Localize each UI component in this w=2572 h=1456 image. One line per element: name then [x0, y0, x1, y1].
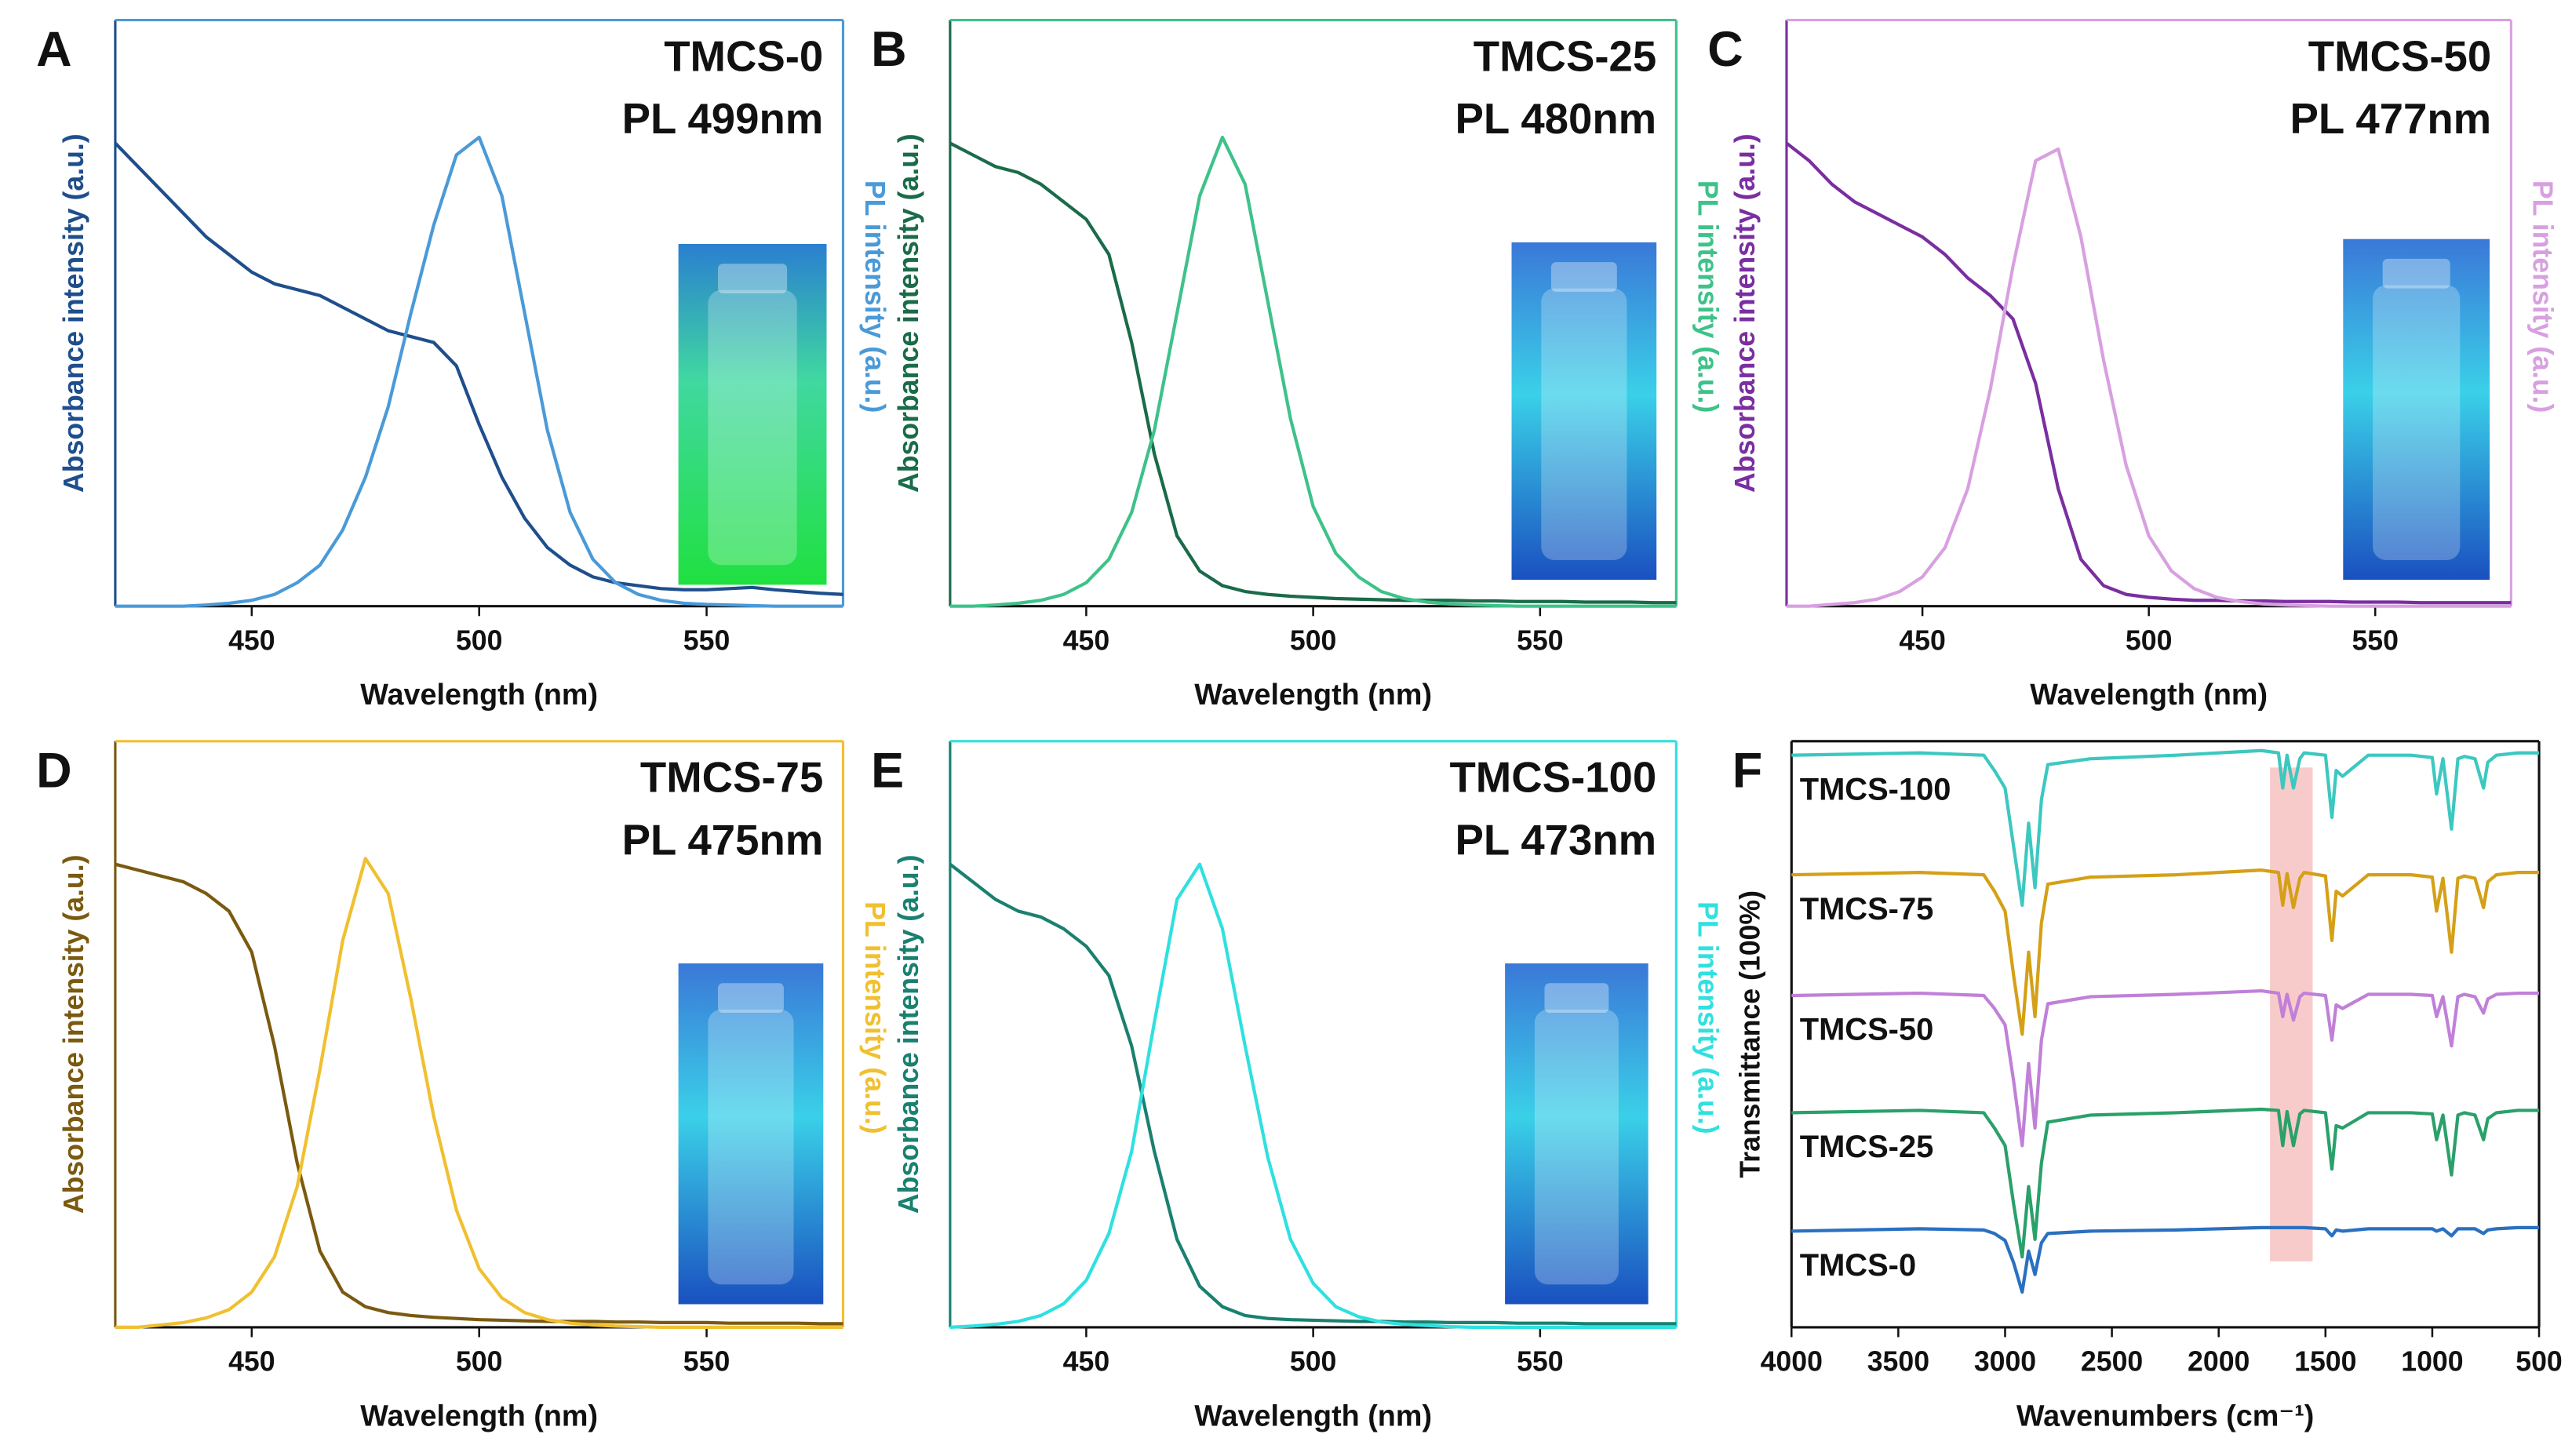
series-line: [1791, 748, 2540, 908]
x-tick-label: 450: [228, 624, 275, 656]
panel-title: TMCS-0: [664, 32, 823, 80]
series-label: TMCS-50: [1800, 1013, 1934, 1047]
series-label: TMCS-0: [1800, 1248, 1916, 1283]
x-tick-label: 450: [1899, 624, 1945, 656]
x-tick-label: 450: [1063, 624, 1110, 656]
panel-title: TMCS-75: [640, 754, 823, 802]
panel-letter: C: [1707, 22, 1743, 77]
x-axis-title: Wavenumbers (cm⁻¹): [2016, 1400, 2314, 1432]
series-line: [1791, 1225, 2540, 1294]
x-axis-title: Wavelength (nm): [1194, 679, 1432, 712]
panel: 4000 3500 3000 2500 2000 1500 1000 500 F Wavenumb…: [1732, 740, 2563, 1432]
vial: [708, 289, 797, 566]
panel-title: TMCS-50: [2308, 32, 2491, 80]
x-tick-label: 1500: [2294, 1345, 2356, 1377]
series-label: TMCS-25: [1800, 1130, 1934, 1164]
series-line: [949, 863, 1677, 1326]
x-tick-label: 450: [1063, 1345, 1110, 1377]
panel-subtitle: PL 473nm: [1455, 816, 1656, 864]
x-tick-label: 500: [1290, 1345, 1337, 1377]
panel: 450 500 550 E TMCS-100 PL 473nm Wavelength (nm…: [871, 740, 1724, 1432]
x-axis-title: Wavelength (nm): [2030, 679, 2268, 712]
series-line: [115, 135, 843, 608]
y-axis-title: Absorbance intensity (a.u.): [893, 133, 924, 493]
panel: 450 500 550 C TMCS-50 PL 477nm Wavelength (nm)…: [1707, 19, 2559, 712]
y-axis-title: Absorbance intensity (a.u.): [58, 855, 89, 1214]
series-line: [114, 142, 843, 596]
x-tick-label: 2000: [2188, 1345, 2250, 1377]
x-tick-label: 550: [2352, 624, 2399, 656]
series-line: [115, 857, 843, 1329]
vial-cap: [717, 264, 788, 293]
panel-subtitle: PL 499nm: [622, 95, 824, 143]
x-tick-label: 550: [1517, 1345, 1564, 1377]
vial: [708, 1009, 794, 1285]
y-axis-title: Absorbance intensity (a.u.): [1729, 133, 1761, 493]
series-line: [1791, 868, 2540, 1036]
vial-photo: [678, 244, 827, 585]
y-axis-title: Absorbance intensity (a.u.): [58, 133, 89, 493]
vial-cap: [2382, 258, 2450, 289]
series-line: [115, 862, 843, 1326]
panel: 450 500 550 A TMCS-0 PL 499nm Wavelength (nm) A…: [36, 19, 891, 712]
series-line: [1785, 141, 2512, 605]
panel-letter: F: [1732, 743, 1762, 798]
series-line: [1791, 988, 2540, 1148]
series-line: [949, 862, 1677, 1329]
x-axis-title: Wavelength (nm): [360, 679, 598, 712]
panel-title: TMCS-100: [1449, 754, 1656, 802]
x-tick-label: 500: [456, 624, 503, 656]
vial-photo: [1505, 963, 1648, 1305]
y2-axis-title: PL intensity (a.u.): [1692, 180, 1724, 413]
y-axis-title: Transmittance (100%): [1734, 890, 1765, 1178]
panel: 450 500 550 B TMCS-25 PL 480nm Wavelength (nm)…: [871, 19, 1724, 712]
series-line: [949, 135, 1677, 608]
vial-photo: [2343, 238, 2490, 581]
panel-letter: E: [871, 743, 904, 798]
y2-axis-title: PL intensity (a.u.): [859, 180, 891, 413]
vial: [1541, 288, 1627, 560]
y2-axis-title: PL intensity (a.u.): [1692, 901, 1724, 1134]
vial-photo: [678, 963, 824, 1305]
series-line: [1786, 147, 2512, 608]
x-tick-label: 500: [1290, 624, 1337, 656]
panel-letter: D: [36, 743, 71, 798]
panel-subtitle: PL 480nm: [1455, 95, 1656, 143]
vial: [1534, 1009, 1619, 1285]
x-axis-title: Wavelength (nm): [360, 1400, 598, 1432]
series-line: [1791, 1107, 2540, 1259]
vial-cap: [717, 983, 784, 1014]
x-tick-label: 550: [683, 1345, 730, 1377]
x-tick-label: 550: [683, 624, 730, 656]
vial-cap: [1550, 262, 1617, 292]
panel-letter: A: [36, 22, 71, 77]
series-label: TMCS-100: [1800, 772, 1951, 806]
panel-title: TMCS-25: [1474, 32, 1656, 80]
x-tick-label: 550: [1517, 624, 1564, 656]
x-tick-label: 3000: [1974, 1345, 2036, 1377]
panel-letter: B: [871, 22, 906, 77]
x-tick-label: 450: [228, 1345, 275, 1377]
vial-photo: [1511, 242, 1657, 581]
y2-axis-title: PL intensity (a.u.): [859, 901, 891, 1134]
y-axis-title: Absorbance intensity (a.u.): [893, 855, 924, 1214]
x-tick-label: 500: [456, 1345, 503, 1377]
x-tick-label: 500: [2126, 624, 2172, 656]
panel-subtitle: PL 477nm: [2290, 95, 2491, 143]
x-tick-label: 4000: [1761, 1345, 1823, 1377]
x-axis-title: Wavelength (nm): [1194, 1400, 1432, 1432]
x-tick-label: 3500: [1867, 1345, 1929, 1377]
vial-cap: [1544, 983, 1609, 1014]
series-label: TMCS-75: [1800, 892, 1934, 926]
vial: [2373, 285, 2461, 560]
series-line: [949, 141, 1677, 605]
panel: 450 500 550 D TMCS-75 PL 475nm Wavelength (nm)…: [36, 740, 891, 1432]
y2-axis-title: PL intensity (a.u.): [2527, 180, 2559, 413]
x-tick-label: 500: [2516, 1345, 2562, 1377]
x-tick-label: 1000: [2401, 1345, 2463, 1377]
panel-subtitle: PL 475nm: [622, 816, 824, 864]
x-tick-label: 2500: [2081, 1345, 2143, 1377]
